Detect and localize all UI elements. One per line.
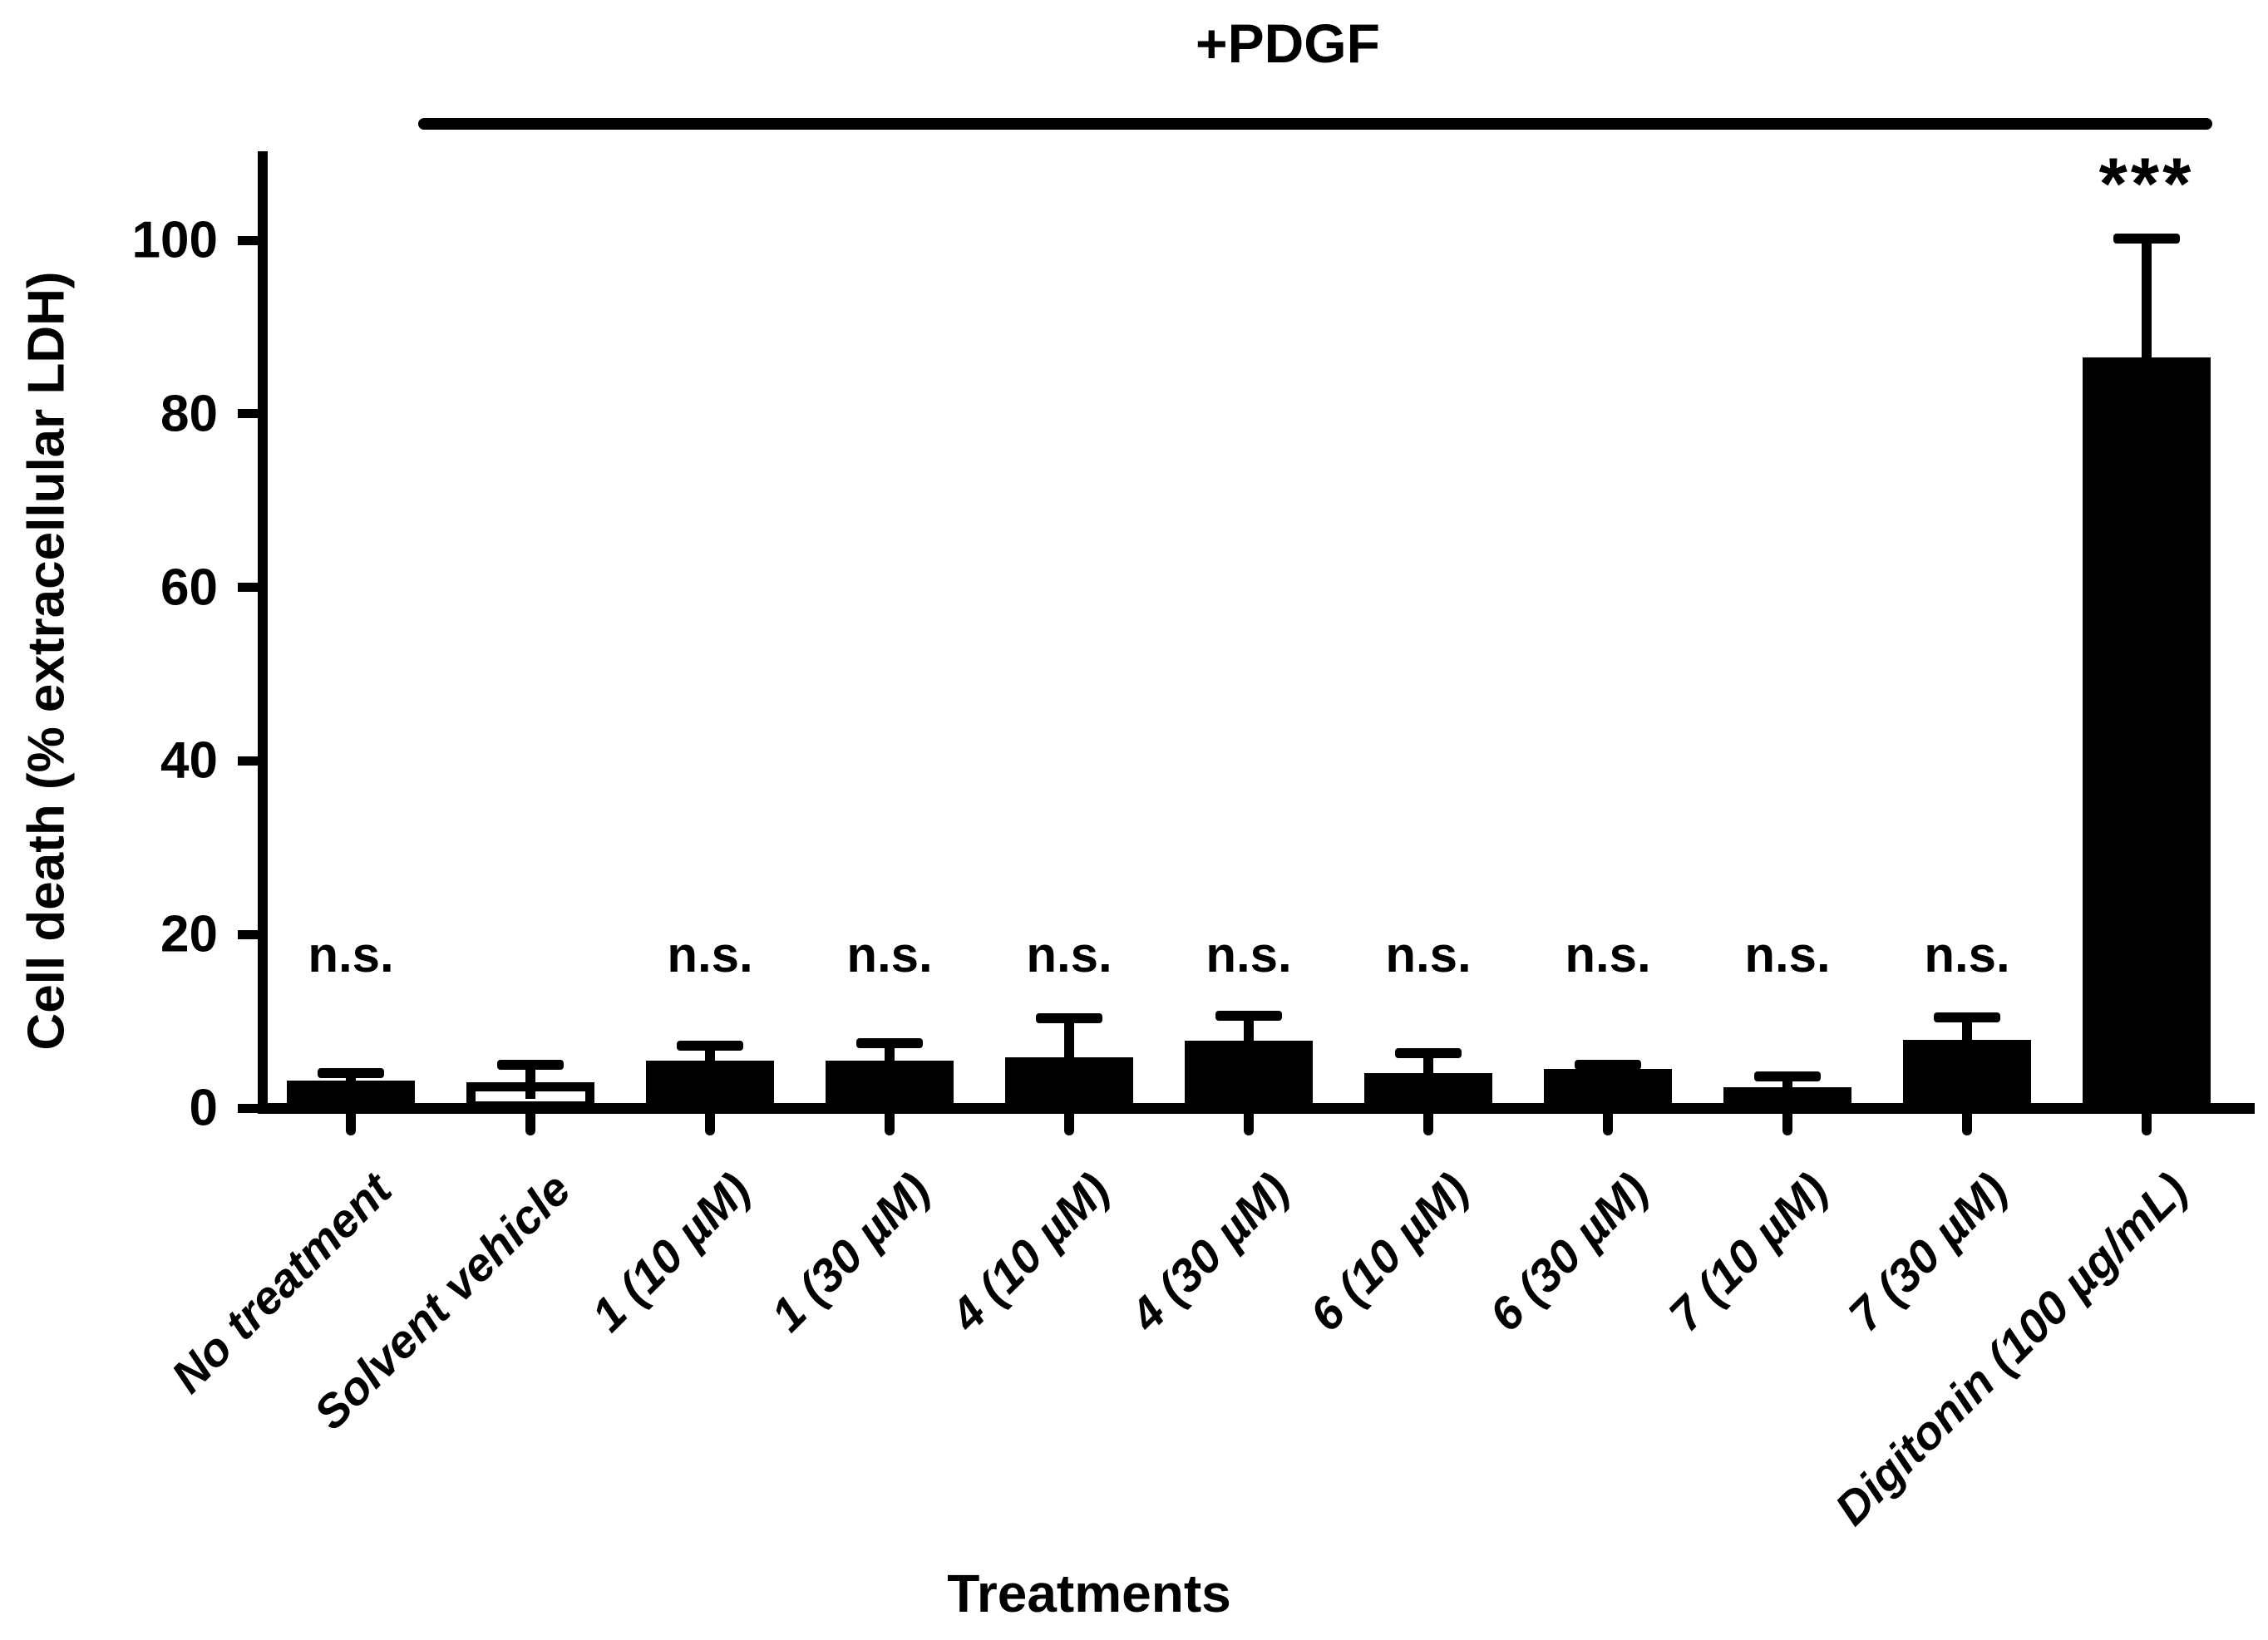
error-bar-cap [497,1059,564,1070]
x-axis-tick [1064,1114,1074,1135]
x-axis-tick [2142,1114,2152,1135]
y-tick-label: 20 [160,905,218,963]
significance-ns-label: n.s. [667,927,753,983]
error-bar-stem [346,1076,356,1097]
x-axis-line [258,1103,2255,1114]
significance-ns-label: n.s. [1026,927,1112,983]
error-bar-cap [1395,1048,1462,1059]
y-axis-title: Cell death (% extracellular LDH) [17,271,76,1051]
y-axis-line [258,151,268,1114]
error-bar-stem [525,1067,535,1099]
x-axis-tick [1423,1114,1433,1135]
x-category-label: 1 (30 µM) [761,1162,940,1342]
y-tick-label: 40 [160,731,218,790]
y-tick-label: 80 [160,385,218,443]
significance-ns-label: n.s. [1744,927,1831,983]
error-bar-stem [1244,1019,1254,1057]
x-category-label: 6 (10 µM) [1299,1162,1479,1342]
error-bar-cap [1036,1013,1102,1024]
error-bar-stem [2142,241,2152,374]
significance-ns-label: n.s. [846,927,933,983]
significance-ns-label: n.s. [1205,927,1292,983]
x-axis-tick [1603,1114,1613,1135]
error-bar-stem [1064,1022,1074,1075]
y-tick-label: 100 [131,211,218,269]
significance-ns-label: n.s. [1924,927,2010,983]
x-category-label: 4 (30 µM) [1120,1162,1299,1342]
y-axis-tick [238,1103,258,1113]
significance-ns-label: n.s. [308,927,394,983]
x-axis-tick [885,1114,895,1135]
x-axis-tick [705,1114,715,1135]
error-bar-cap [1754,1071,1821,1082]
pdgf-annotation-line [418,118,2212,130]
y-axis-tick [238,583,258,593]
x-category-label: 7 (10 µM) [1659,1162,1838,1342]
x-axis-title: Treatments [947,1564,1231,1623]
y-axis-tick [238,235,258,245]
x-category-label: 4 (10 µM) [940,1162,1120,1342]
error-bar-stem [1423,1056,1433,1091]
x-category-label: Digitonin (100 µg/mL) [1824,1162,2197,1535]
x-axis-tick [1962,1114,1972,1135]
error-bar-cap [677,1040,743,1051]
y-tick-label: 0 [189,1079,218,1137]
x-category-label: 6 (30 µM) [1479,1162,1659,1342]
error-bar-cap [1575,1059,1641,1070]
error-bar-stem [1962,1021,1972,1056]
error-bar-stem [705,1048,715,1077]
error-bar-cap [1215,1011,1282,1022]
error-bar-cap [856,1037,923,1048]
error-bar-stem [1782,1080,1792,1104]
x-axis-tick [346,1114,356,1135]
x-axis-tick [1782,1114,1792,1135]
bar [2083,357,2211,1111]
y-axis-tick [238,756,258,766]
error-bar-cap [2113,233,2180,244]
significance-ns-label: n.s. [1565,927,1651,983]
error-bar-cap [1934,1012,2000,1023]
error-bar-stem [885,1046,895,1077]
y-axis-tick [238,929,258,939]
significance-ns-label: n.s. [1385,927,1472,983]
x-axis-tick [525,1114,535,1135]
y-axis-tick [238,409,258,419]
significance-stars-label: *** [2098,142,2195,224]
x-category-label: 7 (30 µM) [1838,1162,2018,1342]
error-bar-stem [1603,1067,1613,1086]
x-axis-tick [1244,1114,1254,1135]
pdgf-annotation-label: +PDGF [1196,12,1380,74]
x-category-label: 1 (10 µM) [581,1162,761,1342]
y-tick-label: 60 [160,559,218,617]
error-bar-cap [318,1068,384,1079]
